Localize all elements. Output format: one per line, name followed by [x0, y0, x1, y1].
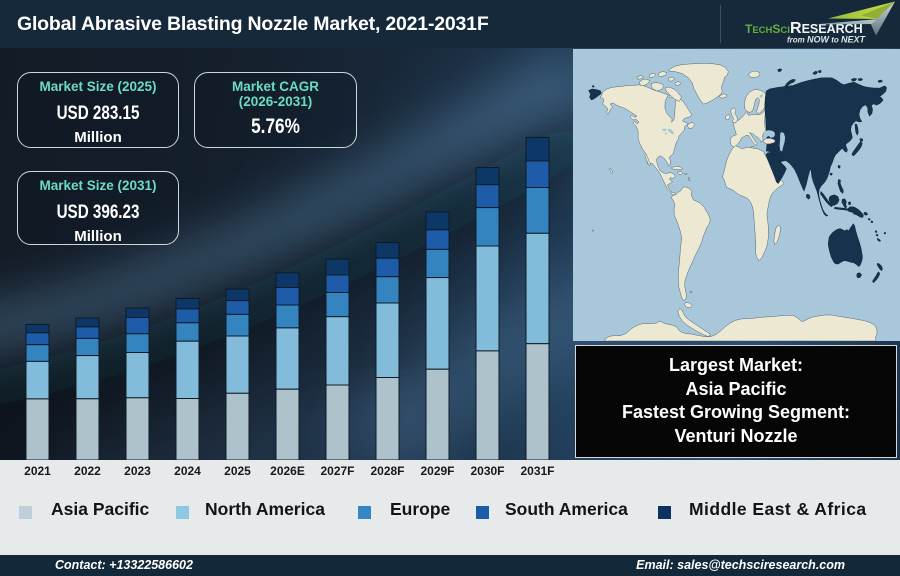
svg-text:TECHSCI: TECHSCI	[745, 22, 790, 36]
svg-text:RESEARCH: RESEARCH	[790, 20, 863, 37]
svg-text:from NOW to NEXT: from NOW to NEXT	[787, 35, 867, 45]
